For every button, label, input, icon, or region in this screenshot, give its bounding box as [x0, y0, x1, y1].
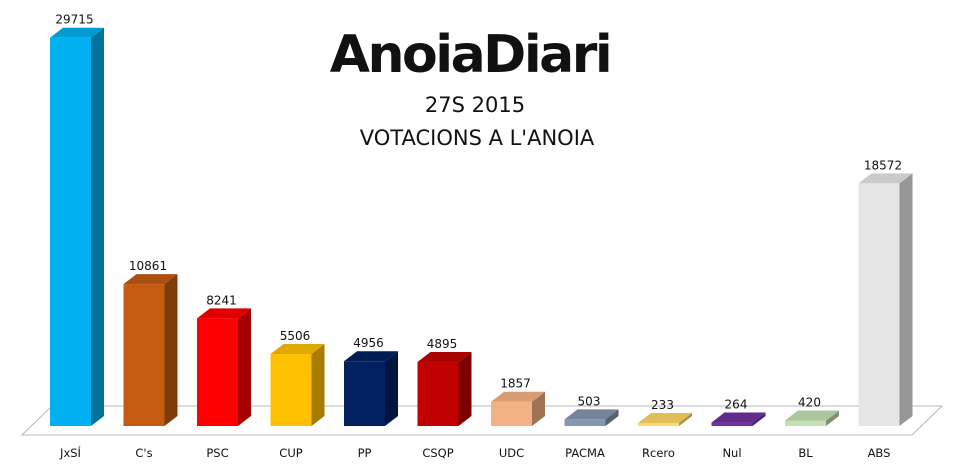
bar-jxs: [50, 27, 104, 426]
bar-top-pp: [344, 351, 398, 362]
category-label-c-s: C's: [135, 446, 152, 460]
bar-front-udc: [491, 401, 532, 426]
bar-pacma: [564, 409, 619, 426]
bar-front-nul: [711, 422, 753, 426]
category-label-abs: ABS: [868, 446, 891, 460]
bar-psc: [197, 308, 251, 426]
bar-front-bl: [785, 420, 826, 426]
bar-side-jxs: [91, 27, 104, 426]
category-label-pp: PP: [358, 446, 372, 460]
bar-udc: [491, 391, 545, 426]
bar-front-jxs: [50, 37, 91, 426]
bar-front-csqp: [417, 362, 459, 426]
bar-top-cup: [270, 344, 325, 355]
category-label-udc: UDC: [499, 446, 524, 460]
bar-c-s: [123, 274, 178, 426]
bar-side-nul: [752, 412, 766, 426]
bar-side-pp: [385, 351, 398, 426]
bar-pp: [344, 351, 398, 426]
bar-top-rcero: [638, 412, 692, 423]
bar-top-c-s: [123, 274, 178, 285]
bar-side-psc: [238, 308, 251, 426]
data-label-pacma: 503: [578, 394, 601, 408]
bar-side-bl: [826, 410, 839, 426]
data-label-pp: 4956: [353, 336, 384, 350]
data-label-psc: 8241: [206, 293, 237, 307]
category-label-csqp: CSQP: [422, 446, 453, 460]
bar-top-csqp: [417, 352, 472, 363]
bar-side-abs: [899, 173, 913, 426]
bar-nul: [711, 412, 766, 426]
bar-front-psc: [197, 318, 238, 426]
bar-side-c-s: [164, 274, 178, 426]
category-label-pacma: PACMA: [565, 446, 605, 460]
data-label-udc: 1857: [500, 377, 531, 391]
category-label-bl: BL: [798, 446, 813, 460]
bar-front-pacma: [564, 419, 606, 426]
data-label-rcero: 233: [651, 398, 674, 412]
bar-front-rcero: [638, 422, 679, 426]
bar-top-nul: [711, 412, 766, 423]
bar-side-rcero: [679, 412, 692, 426]
bar-front-cup: [270, 354, 312, 426]
bar-abs: [858, 173, 913, 426]
chart-title: 27S 2015: [425, 93, 525, 117]
data-label-csqp: 4895: [427, 337, 458, 351]
category-label-psc: PSC: [206, 446, 228, 460]
category-label-nul: Nul: [722, 446, 741, 460]
category-label-rcero: Rcero: [642, 446, 675, 460]
bar-side-cup: [311, 344, 325, 426]
chart-subtitle: VOTACIONS A L'ANOIA: [360, 126, 595, 150]
bar-front-pp: [344, 361, 385, 426]
anoiadiari-logo: AnoiaDiari: [330, 25, 610, 85]
bar-side-pacma: [605, 409, 619, 426]
data-label-nul: 264: [725, 398, 748, 412]
category-label-cup: CUP: [279, 446, 302, 460]
data-label-jxs: 29715: [55, 13, 93, 27]
bar-top-pacma: [564, 409, 619, 420]
bar-side-csqp: [458, 352, 472, 426]
bar-top-bl: [785, 410, 839, 421]
data-label-abs: 18572: [864, 158, 902, 172]
bar-top-udc: [491, 391, 545, 402]
bar-top-abs: [858, 173, 913, 184]
bar-csqp: [417, 352, 472, 426]
data-label-cup: 5506: [280, 329, 311, 343]
bar-cup: [270, 344, 325, 426]
bar-bl: [785, 410, 839, 426]
bar-top-psc: [197, 308, 251, 319]
bar-side-udc: [532, 391, 545, 426]
chart-floor: [20, 405, 944, 436]
category-label-jxs: JxSÍ: [59, 445, 81, 460]
data-label-c-s: 10861: [129, 259, 167, 273]
data-label-bl: 420: [798, 396, 821, 410]
bar-front-abs: [858, 183, 900, 426]
bar-top-jxs: [50, 27, 104, 38]
bar-rcero: [638, 412, 692, 426]
bar-front-c-s: [123, 284, 165, 426]
